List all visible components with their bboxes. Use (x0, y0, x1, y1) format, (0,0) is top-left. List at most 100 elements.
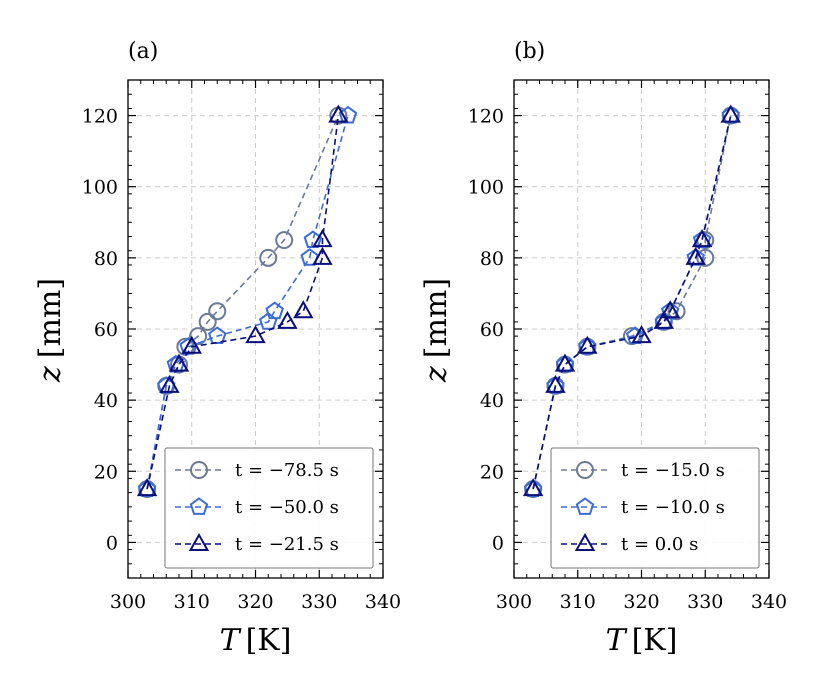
series-line (146, 115, 349, 490)
x-tick-label: 310 (174, 591, 210, 613)
series-line (532, 115, 732, 490)
legend-label: t = −15.0 s (621, 460, 725, 481)
data-point-triangle (136, 478, 158, 497)
legend: t = −15.0 s t = −10.0 s t = 0.0 s (550, 447, 760, 569)
data-point-pentagon (300, 248, 319, 266)
y-tick-label: 20 (94, 461, 118, 483)
series-line (146, 115, 340, 490)
x-tick-label: 320 (623, 591, 659, 613)
y-axis-label: z [mm] (419, 278, 454, 383)
legend-entry: t = −50.0 s (175, 497, 339, 518)
data-point-triangle (168, 353, 190, 372)
legend-entry: t = −15.0 s (561, 460, 725, 481)
x-tick-label: 340 (365, 591, 401, 613)
data-point-triangle (631, 325, 652, 344)
data-point-triangle (653, 310, 675, 329)
data-point-triangle (293, 300, 314, 319)
y-tick-label: 120 (468, 106, 504, 128)
y-tick-label: 0 (492, 532, 504, 554)
panel-label: (a) (128, 39, 158, 64)
legend-box (164, 447, 374, 569)
series-triangle (522, 104, 741, 497)
legend-label: t = −21.5 s (235, 534, 339, 555)
y-axis-unit: [mm] (33, 278, 68, 358)
legend-entry: t = 0.0 s (561, 532, 698, 555)
data-point-triangle (554, 353, 576, 372)
data-point-circle (696, 248, 715, 267)
x-axis-symbol: T (606, 623, 628, 658)
legend-label: t = 0.0 s (621, 534, 698, 555)
data-point-triangle (577, 335, 598, 354)
x-tick-label: 310 (560, 591, 596, 613)
x-tick-label: 340 (751, 591, 787, 613)
x-tick-label: 330 (687, 591, 723, 613)
legend-box (550, 447, 760, 569)
x-axis-unit: [K] (632, 623, 678, 658)
data-point-triangle (277, 310, 298, 329)
x-axis-label: T [K] (606, 623, 678, 658)
data-point-circle (189, 327, 208, 346)
x-tick-label: 300 (496, 591, 532, 613)
legend-entry: t = −21.5 s (175, 532, 339, 555)
panel-a: 300 310 320 330 340 0 20 40 60 80 100 120 (a) T [K] z [m… (33, 39, 401, 658)
data-point-circle (208, 302, 227, 321)
y-tick-label: 100 (82, 177, 118, 199)
data-point-triangle (545, 374, 566, 393)
legend-entry: t = −10.0 s (561, 497, 725, 518)
data-point-circle (667, 302, 686, 321)
x-tick-label: 300 (110, 591, 146, 613)
x-tick-label: 330 (301, 591, 337, 613)
legend-label: t = −10.0 s (621, 497, 725, 518)
legend-label: t = −78.5 s (235, 460, 339, 481)
data-point-circle (259, 248, 278, 267)
axes-frame (127, 79, 384, 579)
data-point-triangle (312, 229, 333, 248)
legend-marker-circle (576, 461, 594, 479)
panel-b: 300 310 320 330 340 0 20 40 60 80 100 120 (b) T [K] z [m… (419, 39, 787, 658)
y-tick-label: 80 (94, 248, 118, 270)
legend-marker-triangle (188, 532, 210, 551)
y-axis-label: z [mm] (33, 278, 68, 383)
data-point-triangle (720, 104, 741, 123)
data-point-circle (198, 312, 217, 331)
legend-label: t = −50.0 s (235, 497, 339, 518)
y-axis-symbol: z (419, 366, 454, 383)
data-point-pentagon (265, 301, 284, 320)
x-axis-symbol: T (220, 623, 242, 658)
data-point-triangle (181, 335, 202, 354)
y-tick-label: 100 (468, 177, 504, 199)
data-point-triangle (245, 325, 266, 344)
data-point-triangle (312, 246, 333, 265)
data-point-triangle (691, 229, 713, 248)
legend-entry: t = −78.5 s (175, 460, 339, 481)
data-point-pentagon (207, 326, 227, 344)
data-point-triangle (328, 104, 349, 123)
data-point-triangle (659, 300, 681, 319)
axes-frame (513, 79, 770, 579)
y-tick-label: 40 (480, 390, 504, 412)
data-point-triangle (159, 374, 180, 393)
y-tick-label: 0 (106, 532, 118, 554)
data-point-triangle (522, 478, 544, 497)
y-tick-label: 120 (82, 106, 118, 128)
y-tick-label: 40 (94, 390, 118, 412)
y-axis-unit: [mm] (419, 278, 454, 358)
series-pentagon (523, 105, 741, 497)
series-line (532, 115, 732, 490)
panel-label: (b) (514, 39, 545, 64)
y-tick-label: 60 (480, 319, 504, 341)
legend-marker-pentagon (189, 497, 209, 515)
y-tick-label: 20 (480, 461, 504, 483)
y-tick-label: 80 (480, 248, 504, 270)
legend-marker-pentagon (575, 497, 595, 515)
y-axis-symbol: z (33, 366, 68, 383)
series-triangle (136, 104, 349, 497)
legend: t = −78.5 s t = −50.0 s t = −21.5 s (164, 447, 374, 569)
y-tick-label: 60 (94, 319, 118, 341)
x-axis-label: T [K] (220, 623, 292, 658)
data-point-circle (275, 231, 294, 250)
series-line (532, 115, 732, 490)
series-circle (524, 106, 740, 499)
series-circle (138, 106, 348, 499)
